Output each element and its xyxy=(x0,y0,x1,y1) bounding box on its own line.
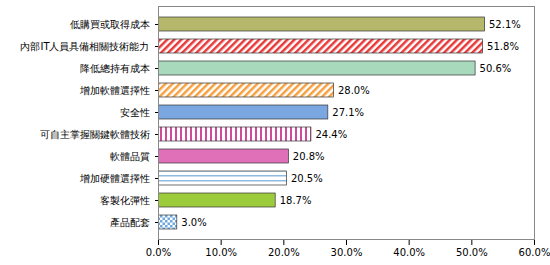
svg-text:軟體品質: 軟體品質 xyxy=(110,151,150,162)
svg-text:0.0%: 0.0% xyxy=(146,247,171,258)
svg-text:20.8%: 20.8% xyxy=(293,151,325,162)
svg-text:50.6%: 50.6% xyxy=(480,63,512,74)
svg-text:降低總持有成本: 降低總持有成本 xyxy=(80,63,150,74)
svg-text:增加軟體選擇性: 增加軟體選擇性 xyxy=(79,85,150,96)
svg-text:20.5%: 20.5% xyxy=(291,173,323,184)
svg-text:27.1%: 27.1% xyxy=(332,107,364,118)
svg-text:60.0%: 60.0% xyxy=(519,247,550,258)
svg-text:50.0%: 50.0% xyxy=(456,247,488,258)
svg-text:增加硬體選擇性: 增加硬體選擇性 xyxy=(79,173,150,184)
svg-text:客製化彈性: 客製化彈性 xyxy=(100,195,150,206)
svg-text:產品配套: 產品配套 xyxy=(110,217,150,228)
svg-text:10.0%: 10.0% xyxy=(205,247,237,258)
svg-text:51.8%: 51.8% xyxy=(487,41,519,52)
svg-text:可自主掌握關鍵軟體技術: 可自主掌握關鍵軟體技術 xyxy=(40,129,150,140)
svg-text:28.0%: 28.0% xyxy=(338,85,370,96)
svg-text:內部IT人員具備相關技術能力: 內部IT人員具備相關技術能力 xyxy=(20,41,149,52)
svg-text:52.1%: 52.1% xyxy=(489,19,521,30)
svg-text:40.0%: 40.0% xyxy=(393,247,425,258)
svg-text:24.4%: 24.4% xyxy=(315,129,347,140)
svg-text:20.0%: 20.0% xyxy=(268,247,300,258)
svg-text:18.7%: 18.7% xyxy=(280,195,312,206)
svg-text:低購買或取得成本: 低購買或取得成本 xyxy=(70,19,150,30)
svg-text:安全性: 安全性 xyxy=(120,107,150,118)
svg-text:30.0%: 30.0% xyxy=(331,247,363,258)
svg-text:3.0%: 3.0% xyxy=(181,217,206,228)
